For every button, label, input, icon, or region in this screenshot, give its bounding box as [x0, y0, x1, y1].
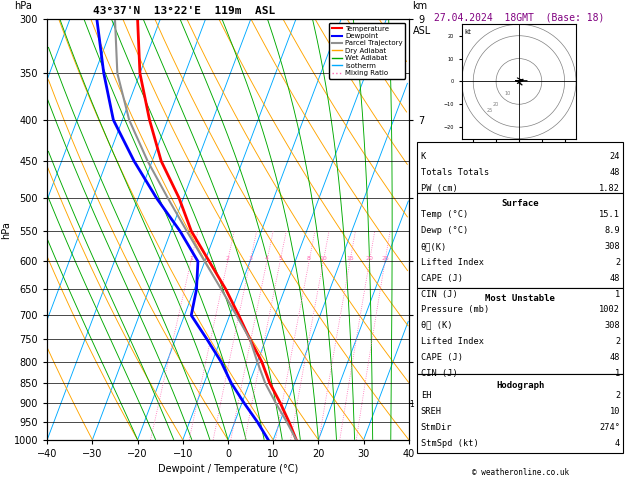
- Text: CAPE (J): CAPE (J): [421, 274, 463, 283]
- Text: 2: 2: [615, 258, 620, 267]
- Text: 5: 5: [278, 257, 282, 261]
- Text: Most Unstable: Most Unstable: [485, 294, 555, 303]
- Text: 25: 25: [487, 108, 493, 113]
- Text: 27.04.2024  18GMT  (Base: 18): 27.04.2024 18GMT (Base: 18): [434, 12, 604, 22]
- Text: Dewp (°C): Dewp (°C): [421, 226, 468, 235]
- Legend: Temperature, Dewpoint, Parcel Trajectory, Dry Adiabat, Wet Adiabat, Isotherm, Mi: Temperature, Dewpoint, Parcel Trajectory…: [329, 23, 405, 79]
- Text: Surface: Surface: [501, 199, 539, 208]
- Text: 1: 1: [615, 369, 620, 378]
- X-axis label: Dewpoint / Temperature (°C): Dewpoint / Temperature (°C): [158, 465, 298, 474]
- Text: EH: EH: [421, 391, 431, 400]
- Text: 1 LCL: 1 LCL: [410, 400, 431, 410]
- Text: 10: 10: [320, 257, 327, 261]
- Text: 10: 10: [504, 90, 510, 96]
- Text: 8: 8: [307, 257, 311, 261]
- Text: hPa: hPa: [14, 1, 33, 11]
- Text: Hodograph: Hodograph: [496, 381, 544, 390]
- Text: 4: 4: [615, 439, 620, 449]
- Text: 15.1: 15.1: [599, 210, 620, 219]
- Text: Totals Totals: Totals Totals: [421, 168, 489, 177]
- Text: Pressure (mb): Pressure (mb): [421, 305, 489, 314]
- Text: 274°: 274°: [599, 423, 620, 433]
- Title: 43°37'N  13°22'E  119m  ASL: 43°37'N 13°22'E 119m ASL: [94, 6, 276, 16]
- Text: kt: kt: [464, 29, 471, 35]
- Text: θᴄ(K): θᴄ(K): [421, 242, 447, 251]
- Text: 20: 20: [365, 257, 374, 261]
- Text: CAPE (J): CAPE (J): [421, 353, 463, 362]
- Text: CIN (J): CIN (J): [421, 369, 457, 378]
- Text: 4: 4: [265, 257, 269, 261]
- Text: 48: 48: [610, 168, 620, 177]
- Text: 8.9: 8.9: [604, 226, 620, 235]
- Text: 308: 308: [604, 321, 620, 330]
- Text: CIN (J): CIN (J): [421, 290, 457, 299]
- Text: 2: 2: [226, 257, 230, 261]
- Text: 25: 25: [381, 257, 389, 261]
- Text: 1.82: 1.82: [599, 184, 620, 193]
- Text: StmDir: StmDir: [421, 423, 452, 433]
- Text: ASL: ASL: [413, 26, 431, 36]
- Y-axis label: hPa: hPa: [1, 221, 11, 239]
- Text: 1: 1: [189, 257, 193, 261]
- Text: SREH: SREH: [421, 407, 442, 417]
- Text: 308: 308: [604, 242, 620, 251]
- Text: km: km: [413, 1, 428, 11]
- Text: 48: 48: [610, 353, 620, 362]
- Text: K: K: [421, 152, 426, 161]
- Y-axis label: Mixing Ratio (g/kg): Mixing Ratio (g/kg): [427, 190, 436, 269]
- Text: Temp (°C): Temp (°C): [421, 210, 468, 219]
- Text: 2: 2: [615, 337, 620, 346]
- Text: 10: 10: [610, 407, 620, 417]
- Text: 20: 20: [493, 102, 499, 107]
- Text: 3: 3: [248, 257, 252, 261]
- Text: 24: 24: [610, 152, 620, 161]
- Text: 15: 15: [346, 257, 354, 261]
- Text: Lifted Index: Lifted Index: [421, 337, 484, 346]
- Text: Lifted Index: Lifted Index: [421, 258, 484, 267]
- Text: 1002: 1002: [599, 305, 620, 314]
- Text: 1: 1: [615, 290, 620, 299]
- Text: © weatheronline.co.uk: © weatheronline.co.uk: [472, 468, 569, 477]
- Text: 2: 2: [615, 391, 620, 400]
- Text: PW (cm): PW (cm): [421, 184, 457, 193]
- Text: 48: 48: [610, 274, 620, 283]
- Text: θᴄ (K): θᴄ (K): [421, 321, 452, 330]
- Text: StmSpd (kt): StmSpd (kt): [421, 439, 479, 449]
